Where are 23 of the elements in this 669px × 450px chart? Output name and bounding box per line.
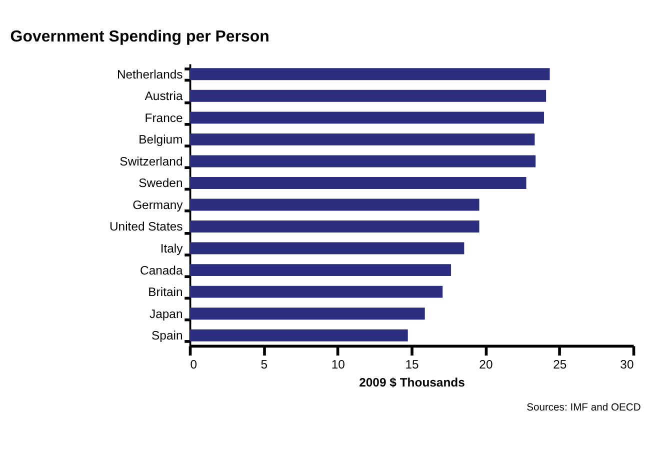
y-tick-label: United States xyxy=(109,220,183,234)
x-tick-label: 20 xyxy=(479,358,493,372)
y-tick-label: Austria xyxy=(144,89,183,104)
y-tick-label: Netherlands xyxy=(116,67,183,82)
y-tick-label: Spain xyxy=(152,328,183,343)
y-tick-label: Britain xyxy=(148,285,183,300)
x-tick-label: 5 xyxy=(260,358,268,372)
x-tick-label: 25 xyxy=(553,358,567,372)
chart-title: Government Spending per Person xyxy=(10,28,270,46)
y-tick-label: France xyxy=(144,110,183,125)
x-tick-label: 30 xyxy=(620,358,634,372)
x-axis-title: 2009 $ Thousands xyxy=(359,376,466,390)
y-tick-label: Sweden xyxy=(138,176,183,190)
y-tick-label: Germany xyxy=(132,198,184,212)
x-tick-label: 0 xyxy=(190,358,198,372)
x-tick-label: 15 xyxy=(405,358,420,372)
y-tick-label: Belgium xyxy=(138,132,183,147)
y-tick-label: Japan xyxy=(150,306,183,321)
x-tick-label: 10 xyxy=(331,358,346,372)
y-tick-label: Italy xyxy=(160,242,184,256)
source-note: Sources: IMF and OECD xyxy=(526,402,641,414)
y-tick-label: Canada xyxy=(140,263,183,278)
y-tick-label: Switzerland xyxy=(120,154,183,168)
